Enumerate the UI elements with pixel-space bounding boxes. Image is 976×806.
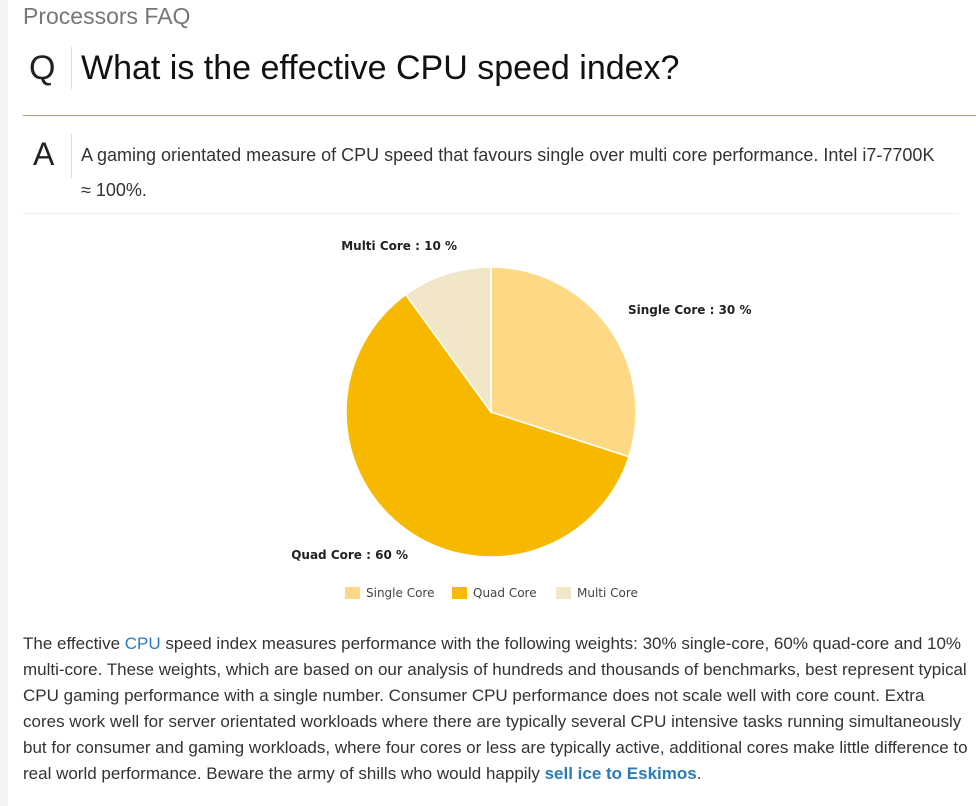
question-underline bbox=[23, 115, 976, 116]
legend-swatch-multi-core[interactable] bbox=[556, 587, 571, 599]
question-text: What is the effective CPU speed index? bbox=[81, 49, 680, 87]
pie-slice-multi-core[interactable] bbox=[404, 266, 492, 415]
sell-ice-to-eskimos-link[interactable]: sell ice to Eskimos bbox=[544, 764, 697, 783]
answer-divider bbox=[71, 134, 72, 178]
legend-swatch-single-core[interactable] bbox=[345, 587, 360, 599]
section-heading: Processors FAQ bbox=[23, 3, 191, 29]
cpu-link[interactable]: CPU bbox=[124, 634, 161, 653]
pie-slice-quad-core[interactable] bbox=[345, 293, 630, 558]
speed-index-pie-chart: Single Core : 30 % Quad Core : 60 % Multi … bbox=[291, 239, 751, 600]
legend-swatch-quad-core[interactable] bbox=[452, 587, 467, 599]
body-text-part2: speed index measures performance with th… bbox=[23, 634, 968, 783]
data-label-single-core: Single Core : 30 % bbox=[628, 303, 751, 317]
question-divider bbox=[71, 47, 72, 89]
answer-letter: A bbox=[33, 136, 55, 172]
body-text-part1: The effective bbox=[23, 634, 125, 653]
body-text-part3: . bbox=[696, 764, 702, 783]
faq-panel: Processors FAQ Q What is the effective C… bbox=[8, 0, 976, 806]
legend-label-multi-core[interactable]: Multi Core bbox=[577, 586, 638, 600]
pie-slice-single-core[interactable] bbox=[490, 266, 637, 458]
data-label-quad-core: Quad Core : 60 % bbox=[291, 548, 408, 562]
legend-label-single-core[interactable]: Single Core bbox=[366, 586, 434, 600]
data-label-multi-core: Multi Core : 10 % bbox=[341, 239, 457, 253]
answer-separator bbox=[23, 213, 959, 214]
legend-label-quad-core[interactable]: Quad Core bbox=[473, 586, 537, 600]
answer-text: A gaming orientated measure of CPU speed… bbox=[81, 145, 935, 200]
explanation-paragraph: The effective CPU speed index measures p… bbox=[23, 631, 968, 787]
question-letter: Q bbox=[29, 49, 56, 87]
